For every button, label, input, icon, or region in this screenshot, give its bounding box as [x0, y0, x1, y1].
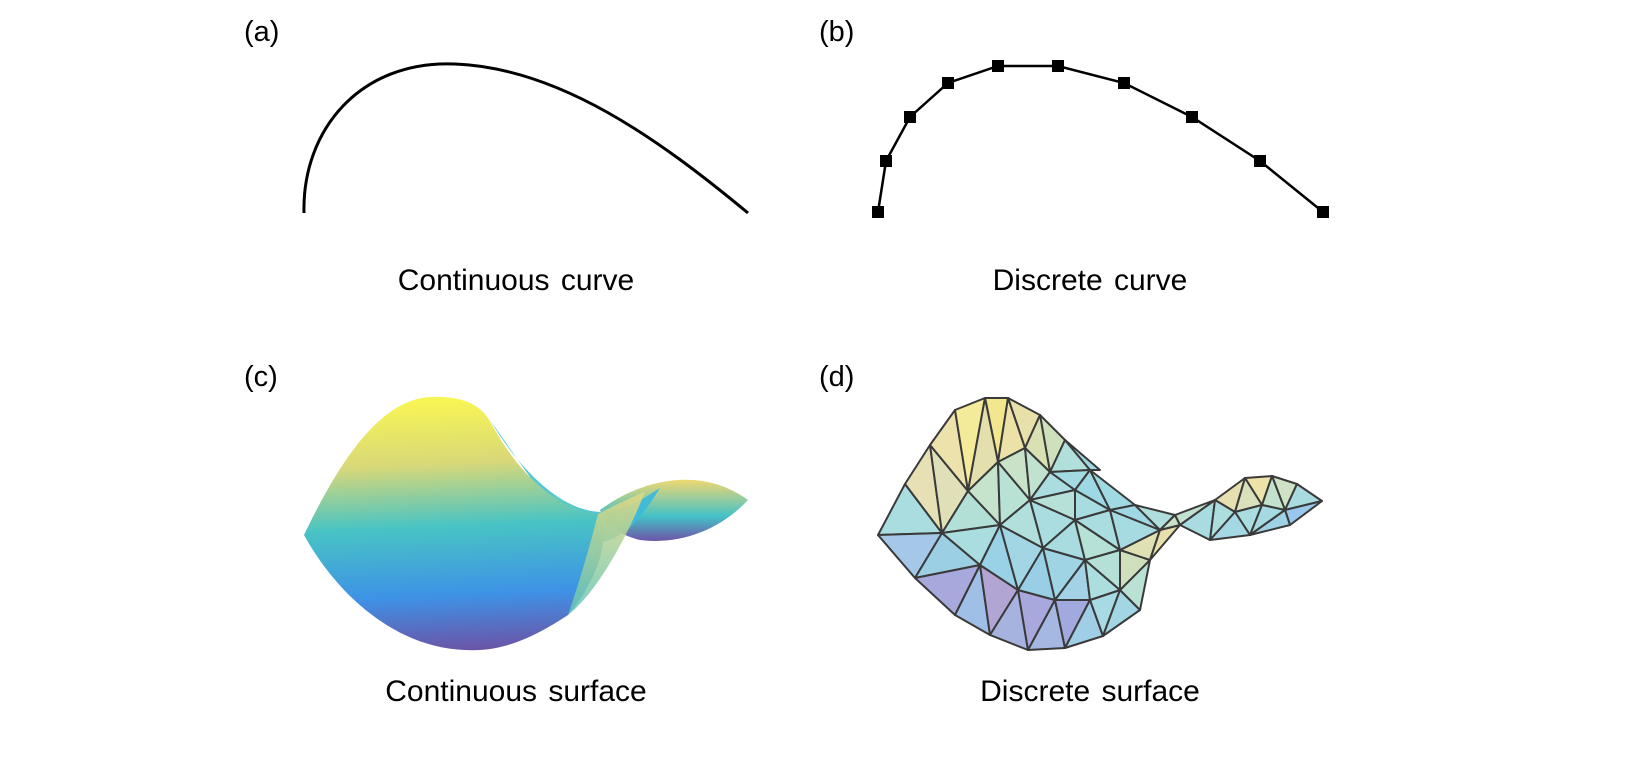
discrete-surface-mesh	[877, 397, 1323, 651]
continuous-surface	[304, 396, 748, 651]
caption-continuous-curve: Continuous curve	[397, 264, 635, 297]
curve-vertex	[904, 111, 916, 123]
curve-vertex	[880, 155, 892, 167]
curve-vertex	[992, 60, 1004, 72]
curve-vertex	[942, 77, 954, 89]
continuous-curve	[302, 62, 749, 215]
caption-continuous-surface: Continuous surface	[385, 675, 647, 708]
panel-label-a: (a)	[244, 16, 280, 48]
curve-vertex	[872, 206, 884, 218]
curve-vertex	[1254, 155, 1266, 167]
curve-vertex	[1186, 111, 1198, 123]
panel-label-b: (b)	[819, 16, 855, 48]
panel-label-d: (d)	[819, 361, 855, 393]
curve-vertex	[1118, 77, 1130, 89]
curve-vertex	[1317, 206, 1329, 218]
discrete-curve-line	[876, 64, 1324, 213]
surface-right-lobe	[600, 479, 748, 541]
caption-discrete-surface: Discrete surface	[980, 675, 1200, 708]
panel-label-c: (c)	[244, 361, 278, 393]
surface-main-lobe	[304, 396, 604, 651]
discrete-curve-vertices	[872, 60, 1329, 218]
curve-vertex	[1052, 60, 1064, 72]
caption-discrete-curve: Discrete curve	[992, 264, 1188, 297]
surface-fold	[568, 492, 645, 615]
